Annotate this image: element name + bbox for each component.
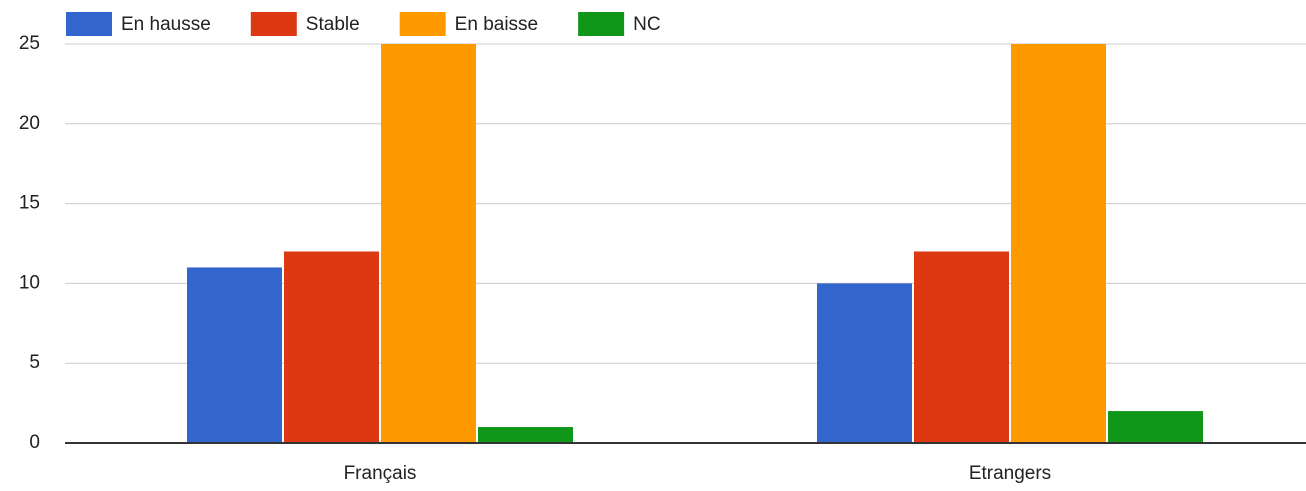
x-tick-label: Etrangers (969, 463, 1051, 484)
y-tick-label: 25 (19, 33, 40, 54)
bar (1108, 411, 1203, 443)
bar (284, 251, 379, 443)
legend-swatch (250, 12, 297, 36)
bar (381, 44, 476, 443)
legend-swatch (66, 12, 112, 36)
legend-label: NC (633, 14, 660, 35)
bar (914, 251, 1009, 443)
bar (478, 427, 573, 443)
legend-label: Stable (306, 14, 360, 35)
y-tick-label: 5 (29, 352, 40, 373)
legend-swatch (399, 12, 446, 36)
x-tick-label: Français (344, 463, 417, 484)
y-tick-label: 20 (19, 113, 40, 134)
y-tick-label: 15 (19, 193, 40, 214)
bar (817, 283, 912, 443)
y-tick-label: 10 (19, 272, 40, 293)
y-tick-label: 0 (29, 432, 40, 453)
legend-label: En baisse (455, 14, 538, 35)
legend-swatch (578, 12, 625, 36)
bar (1011, 44, 1106, 443)
legend-label: En hausse (121, 14, 211, 35)
bar (187, 267, 282, 443)
